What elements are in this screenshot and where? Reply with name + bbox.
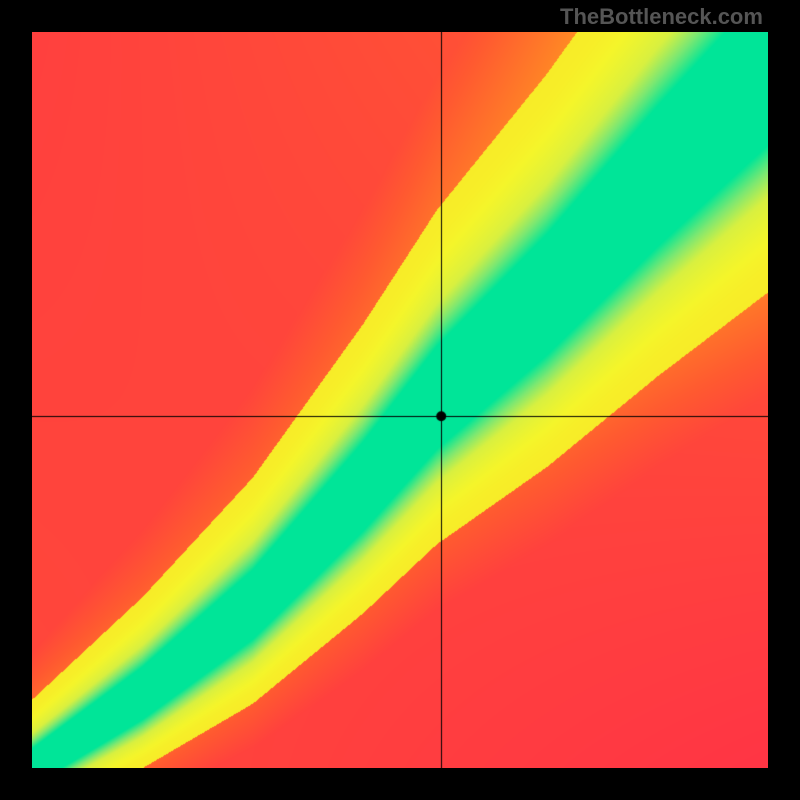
watermark-text: TheBottleneck.com <box>560 4 763 30</box>
chart-container: TheBottleneck.com <box>0 0 800 800</box>
bottleneck-heatmap <box>32 32 768 768</box>
